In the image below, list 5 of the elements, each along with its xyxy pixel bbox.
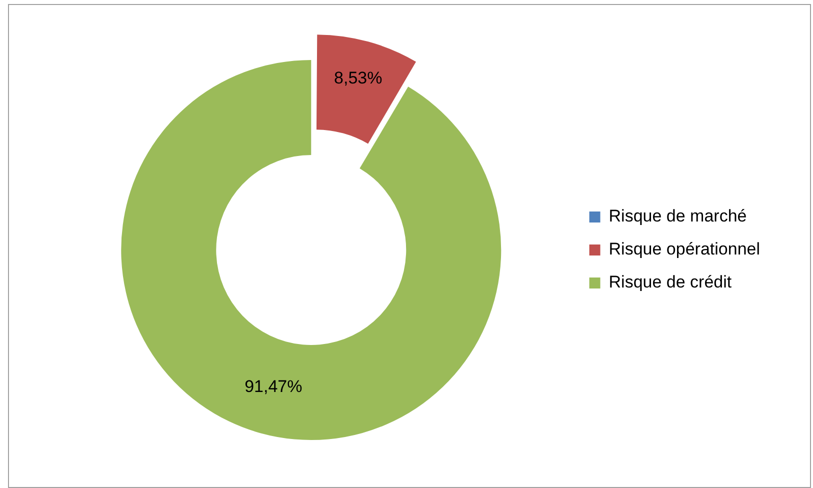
legend-label: Risque opérationnel [608,240,760,259]
data-label: 91,47% [244,377,302,396]
legend-label: Risque de crédit [608,272,732,292]
data-label: 8,53% [334,68,382,88]
legend-label: Risque de marché [608,206,747,226]
